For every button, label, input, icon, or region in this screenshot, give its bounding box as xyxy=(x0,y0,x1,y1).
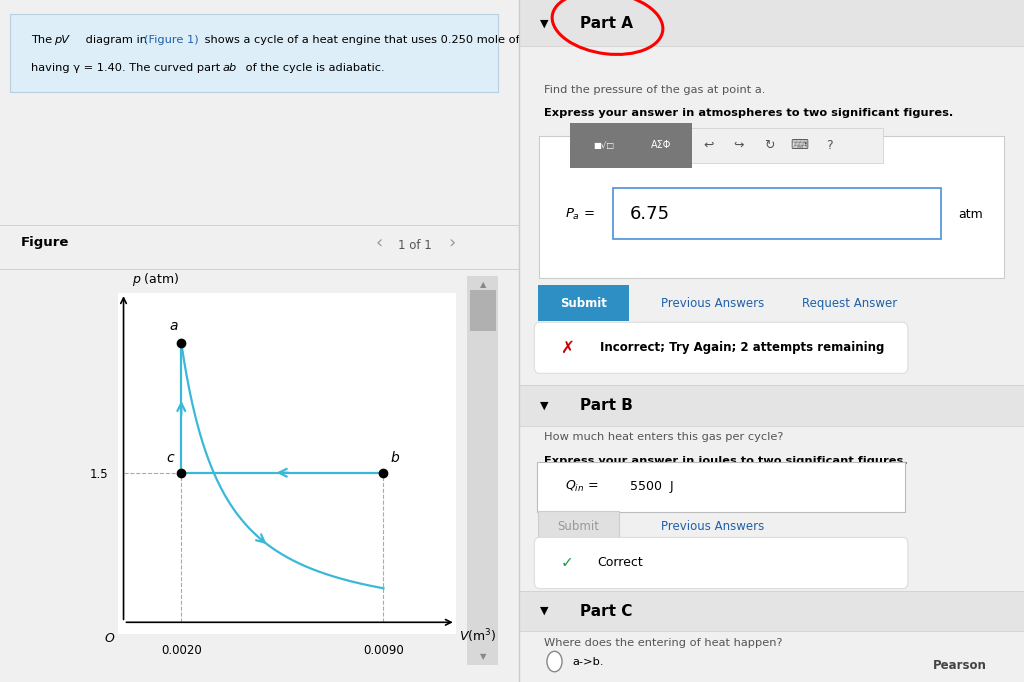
Text: 6.75: 6.75 xyxy=(630,205,671,223)
Text: Figure: Figure xyxy=(20,236,70,249)
FancyBboxPatch shape xyxy=(470,290,496,331)
FancyBboxPatch shape xyxy=(540,136,1004,278)
Text: Previous Answers: Previous Answers xyxy=(660,297,764,310)
Text: ▼: ▼ xyxy=(540,401,549,411)
Text: $p$ (atm): $p$ (atm) xyxy=(132,271,179,288)
Bar xyxy=(519,591,1024,631)
Text: ↻: ↻ xyxy=(764,138,774,152)
FancyBboxPatch shape xyxy=(535,323,908,374)
Text: Submit: Submit xyxy=(558,520,600,533)
Text: (Figure 1): (Figure 1) xyxy=(144,35,199,44)
Text: a: a xyxy=(170,319,178,333)
Text: ▼: ▼ xyxy=(479,652,486,662)
Text: $P_a$ =: $P_a$ = xyxy=(564,207,595,222)
Text: atm: atm xyxy=(958,207,983,221)
FancyBboxPatch shape xyxy=(612,188,941,239)
Text: ✗: ✗ xyxy=(560,339,574,357)
Bar xyxy=(519,385,1024,426)
Text: ■√□: ■√□ xyxy=(594,140,614,150)
Text: O: O xyxy=(105,632,115,645)
FancyBboxPatch shape xyxy=(569,128,883,163)
Text: of the cycle is adiabatic.: of the cycle is adiabatic. xyxy=(243,63,385,73)
Text: The: The xyxy=(31,35,56,44)
Text: ?: ? xyxy=(826,138,833,152)
Text: ▼: ▼ xyxy=(540,606,549,616)
Text: diagram in: diagram in xyxy=(82,35,151,44)
Text: Previous Answers: Previous Answers xyxy=(660,520,764,533)
Text: ✓: ✓ xyxy=(561,555,573,570)
Text: ↪: ↪ xyxy=(733,138,744,152)
Text: Request Answer: Request Answer xyxy=(802,297,897,310)
Text: Correct: Correct xyxy=(597,556,643,569)
FancyBboxPatch shape xyxy=(538,511,620,542)
Text: $Q_{in}$ =: $Q_{in}$ = xyxy=(564,479,599,494)
Text: Express your answer in joules to two significant figures.: Express your answer in joules to two sig… xyxy=(545,456,908,466)
FancyBboxPatch shape xyxy=(537,462,905,512)
Text: Submit: Submit xyxy=(560,297,607,310)
Text: 5500  J: 5500 J xyxy=(630,479,674,493)
Circle shape xyxy=(547,651,562,672)
Text: Pearson: Pearson xyxy=(933,659,987,672)
Text: pV: pV xyxy=(54,35,70,44)
Text: How much heat enters this gas per cycle?: How much heat enters this gas per cycle? xyxy=(545,432,783,443)
Text: Where does the entering of heat happen?: Where does the entering of heat happen? xyxy=(545,638,783,648)
Text: ↩: ↩ xyxy=(703,138,714,152)
Text: ▼: ▼ xyxy=(540,18,549,28)
Text: Find the pressure of the gas at point a.: Find the pressure of the gas at point a. xyxy=(545,85,766,95)
Text: a->b.: a->b. xyxy=(572,657,604,666)
Text: having γ = 1.40. The curved part: having γ = 1.40. The curved part xyxy=(31,63,224,73)
FancyBboxPatch shape xyxy=(535,537,908,589)
Text: ‹: ‹ xyxy=(376,235,383,252)
FancyBboxPatch shape xyxy=(569,123,638,168)
Text: b: b xyxy=(391,451,399,464)
Text: shows a cycle of a heat engine that uses 0.250 mole of an ideal gas: shows a cycle of a heat engine that uses… xyxy=(202,35,593,44)
Text: Incorrect; Try Again; 2 attempts remaining: Incorrect; Try Again; 2 attempts remaini… xyxy=(600,341,885,355)
Text: Part A: Part A xyxy=(580,16,633,31)
Text: Express your answer in atmospheres to two significant figures.: Express your answer in atmospheres to tw… xyxy=(545,108,953,118)
Text: ⌨: ⌨ xyxy=(791,138,808,152)
FancyBboxPatch shape xyxy=(538,285,629,321)
FancyBboxPatch shape xyxy=(10,14,499,92)
Text: Part C: Part C xyxy=(580,604,632,619)
FancyBboxPatch shape xyxy=(631,123,692,168)
Text: Part B: Part B xyxy=(580,398,633,413)
FancyBboxPatch shape xyxy=(467,276,499,665)
Text: ▲: ▲ xyxy=(479,280,486,289)
Text: c: c xyxy=(167,451,174,464)
Text: 1 of 1: 1 of 1 xyxy=(398,239,432,252)
Bar xyxy=(519,0,1024,46)
Text: ΑΣΦ: ΑΣΦ xyxy=(651,140,672,150)
Text: ab: ab xyxy=(222,63,237,73)
Text: ›: › xyxy=(449,235,456,252)
Text: $V$(m$^3$): $V$(m$^3$) xyxy=(459,627,496,645)
